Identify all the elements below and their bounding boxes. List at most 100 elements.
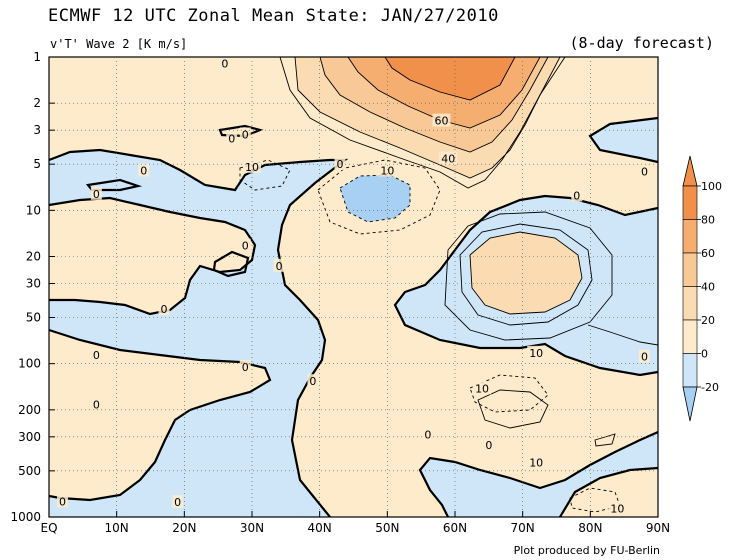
contour-label-bg [378, 163, 397, 177]
y-tick-label: 2 [33, 96, 41, 110]
y-tick-label: 50 [26, 311, 41, 325]
contour-label: 60 [434, 115, 448, 128]
contour-label-bg [527, 455, 546, 469]
colorbar-label: 40 [701, 281, 715, 294]
plot-frame [48, 56, 659, 518]
forecast-label: (8-day forecast) [569, 34, 715, 52]
y-tick-label: 200 [18, 403, 41, 417]
contour-label-bg [239, 238, 251, 252]
x-tick-label: 70N [511, 521, 535, 535]
colorbar-segment [682, 219, 698, 254]
positive-region-right-low [560, 468, 658, 517]
contour-label: 10 [245, 161, 259, 174]
contour-label-bg [571, 188, 583, 202]
colorbar-label: 100 [701, 180, 722, 193]
contour-label: 0 [242, 361, 249, 374]
contour-label: 40 [441, 153, 455, 166]
x-axis: EQ 10N 20N 30N 40N 50N 60N 70N 80N 90N [40, 511, 670, 535]
contour-label-bg [273, 258, 285, 272]
y-tick-label: 1000 [10, 510, 41, 524]
colorbar-segment [682, 185, 698, 220]
x-tick-label: 50N [375, 521, 399, 535]
y-tick-label: 100 [18, 357, 41, 371]
contour-label: 0 [93, 188, 100, 201]
contour-label: 10 [475, 382, 489, 395]
credit-text: Plot produced by FU-Berlin [513, 544, 660, 557]
contour-label: 0 [140, 165, 147, 178]
positive-region-left-low [49, 330, 270, 500]
y-tick-label: 20 [26, 249, 41, 263]
colorbar-segment [682, 286, 698, 321]
contour-label: 0 [174, 496, 181, 509]
contour-label: 0 [573, 189, 580, 202]
contour-label: 10 [610, 502, 624, 515]
contour-label: 0 [641, 351, 648, 364]
contour-label: 0 [641, 166, 648, 179]
contour-label-bg [239, 127, 251, 141]
contour-label-bg [90, 348, 102, 362]
contour-label-bg [90, 186, 102, 200]
x-tick-label: 80N [578, 521, 602, 535]
colorbar-segment [682, 353, 698, 388]
x-tick-label: EQ [40, 521, 57, 535]
contour-label-bg [57, 494, 69, 508]
contour-label: 10 [529, 456, 543, 469]
positive-region-main [49, 57, 658, 517]
contour-label: 10 [380, 165, 394, 178]
contour-label: 0 [93, 399, 100, 412]
x-tick-label: 60N [443, 521, 467, 535]
contour-label-bg [527, 345, 546, 359]
colorbar-bottom-arrow [682, 386, 698, 422]
contour-label-bg [483, 438, 495, 452]
contour-label-bg [432, 113, 451, 127]
colorbar-label: 0 [701, 348, 708, 361]
contour-label-bg [439, 151, 458, 165]
contour-label-bg [334, 157, 346, 171]
chart-title: ECMWF 12 UTC Zonal Mean State: JAN/27/20… [48, 6, 499, 26]
contour-label: 0 [221, 57, 228, 70]
contour-label: 0 [336, 158, 343, 171]
contour-label-bg [172, 495, 184, 509]
contour-label-bg [138, 163, 150, 177]
contour-label-bg [226, 131, 238, 145]
x-tick-label: 40N [308, 521, 332, 535]
contour-label: 0 [59, 495, 66, 508]
colorbar-segment [682, 252, 698, 287]
contour-label: 10 [529, 347, 543, 360]
contour-label-bg [90, 397, 102, 411]
contour-label-bg [307, 374, 319, 388]
contour-label: 0 [161, 303, 168, 316]
y-tick-label: 300 [18, 430, 41, 444]
y-tick-label: 500 [18, 464, 41, 478]
y-tick-label: 3 [33, 123, 41, 137]
contour-label-bg [243, 159, 261, 173]
contour-label: 0 [309, 375, 316, 388]
contour-label: 0 [485, 439, 492, 452]
contour-label-bg [239, 359, 251, 373]
y-tick-label: 30 [26, 276, 41, 290]
contour-label-bg [608, 501, 627, 515]
contour-label-bg [638, 164, 650, 178]
contour-label: 0 [276, 260, 283, 273]
y-tick-label: 1 [33, 50, 41, 64]
x-tick-label: 20N [172, 521, 196, 535]
contour-label-bg [158, 301, 170, 315]
colorbar-segment [682, 319, 698, 354]
contour-label-bg [422, 427, 434, 441]
gridlines [49, 57, 658, 517]
contour-label-bg [638, 349, 650, 363]
y-tick-label: 5 [33, 157, 41, 171]
positive-contours [279, 57, 658, 447]
colorbar-label: 60 [701, 247, 715, 260]
colorbar-top-arrow [682, 155, 698, 187]
colorbar: 100 80 60 40 20 0 -20 [682, 155, 722, 422]
chart-subtitle: v'T' Wave 2 [K m/s] [50, 37, 188, 51]
y-axis: 1 2 3 5 10 20 30 50 100 200 300 500 1000 [10, 50, 55, 524]
contour-label: 0 [242, 128, 249, 141]
colorbar-label: 20 [701, 314, 715, 327]
contour-label-bg [219, 57, 231, 70]
contour-label: 0 [242, 240, 249, 253]
